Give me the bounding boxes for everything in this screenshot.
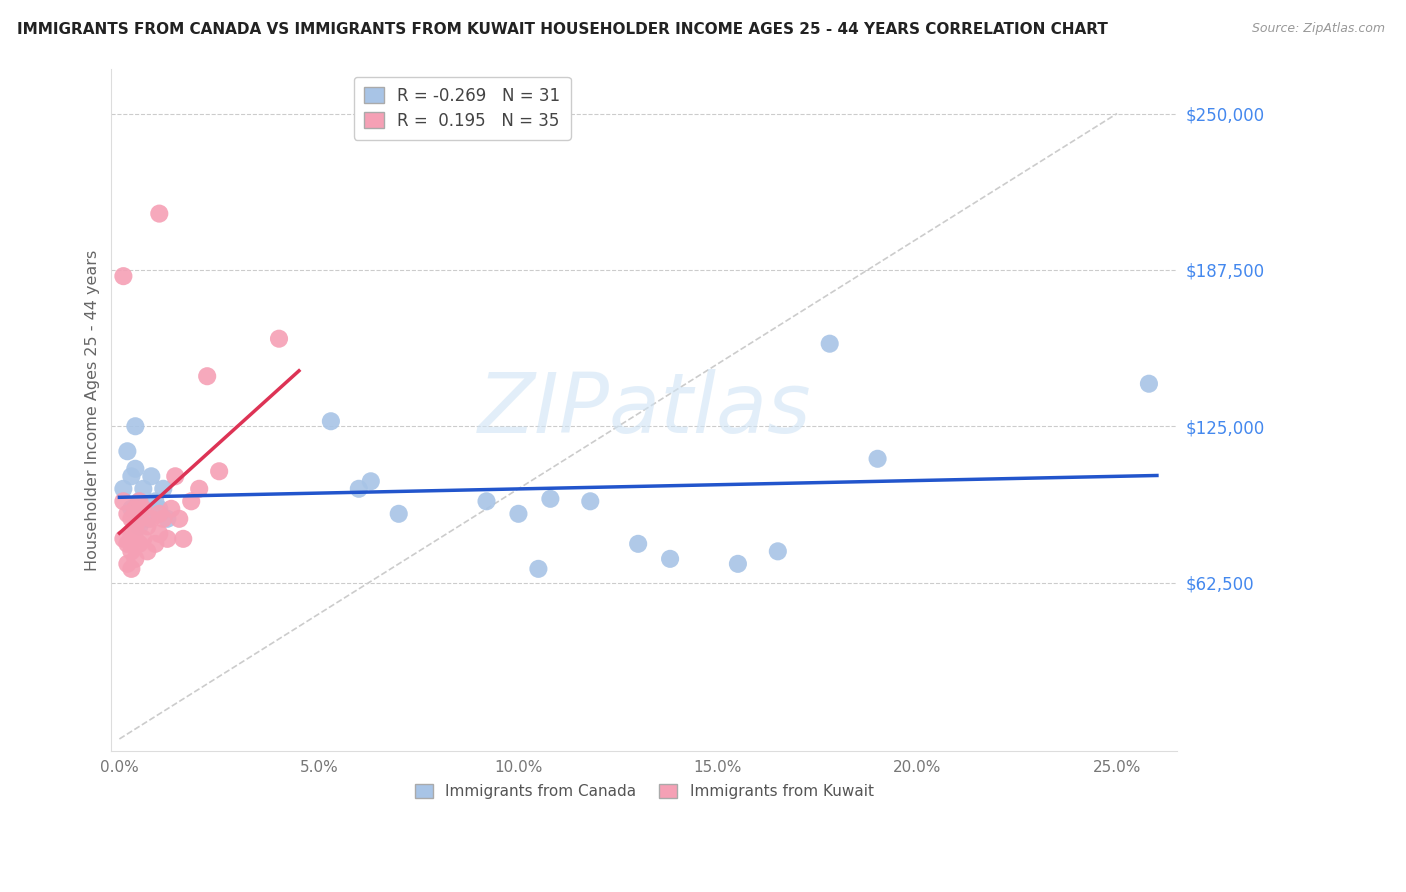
- Point: [124, 462, 146, 476]
- Point: [117, 507, 139, 521]
- Point: [132, 501, 155, 516]
- Point: [112, 269, 135, 284]
- Point: [360, 475, 382, 489]
- Point: [120, 512, 142, 526]
- Y-axis label: Householder Income Ages 25 - 44 years: Householder Income Ages 25 - 44 years: [86, 250, 100, 571]
- Point: [120, 526, 142, 541]
- Point: [538, 491, 561, 506]
- Point: [136, 512, 159, 526]
- Point: [117, 537, 139, 551]
- Text: ZIPatlas: ZIPatlas: [477, 369, 811, 450]
- Point: [818, 336, 841, 351]
- Point: [136, 519, 159, 533]
- Point: [659, 552, 682, 566]
- Point: [152, 512, 174, 526]
- Text: IMMIGRANTS FROM CANADA VS IMMIGRANTS FROM KUWAIT HOUSEHOLDER INCOME AGES 25 - 44: IMMIGRANTS FROM CANADA VS IMMIGRANTS FRO…: [17, 22, 1108, 37]
- Point: [866, 451, 889, 466]
- Point: [143, 537, 166, 551]
- Point: [128, 494, 150, 508]
- Point: [165, 469, 187, 483]
- Point: [1137, 376, 1160, 391]
- Point: [112, 482, 135, 496]
- Point: [475, 494, 498, 508]
- Point: [120, 501, 142, 516]
- Point: [128, 494, 150, 508]
- Point: [128, 537, 150, 551]
- Point: [167, 512, 190, 526]
- Point: [527, 562, 550, 576]
- Point: [195, 369, 218, 384]
- Point: [160, 501, 183, 516]
- Point: [112, 532, 135, 546]
- Point: [117, 444, 139, 458]
- Point: [128, 519, 150, 533]
- Point: [508, 507, 530, 521]
- Point: [124, 552, 146, 566]
- Point: [148, 526, 170, 541]
- Point: [172, 532, 194, 546]
- Point: [188, 482, 211, 496]
- Point: [143, 494, 166, 508]
- Point: [156, 512, 179, 526]
- Point: [124, 532, 146, 546]
- Point: [124, 501, 146, 516]
- Point: [319, 414, 342, 428]
- Point: [347, 482, 370, 496]
- Point: [727, 557, 749, 571]
- Point: [136, 544, 159, 558]
- Point: [627, 537, 650, 551]
- Point: [579, 494, 602, 508]
- Point: [388, 507, 411, 521]
- Point: [120, 544, 142, 558]
- Point: [152, 482, 174, 496]
- Text: Source: ZipAtlas.com: Source: ZipAtlas.com: [1251, 22, 1385, 36]
- Point: [148, 507, 170, 521]
- Point: [208, 464, 231, 478]
- Point: [124, 419, 146, 434]
- Point: [141, 512, 163, 526]
- Point: [124, 519, 146, 533]
- Point: [132, 532, 155, 546]
- Point: [120, 469, 142, 483]
- Point: [267, 332, 290, 346]
- Point: [141, 469, 163, 483]
- Point: [148, 206, 170, 220]
- Point: [120, 562, 142, 576]
- Point: [766, 544, 789, 558]
- Point: [132, 482, 155, 496]
- Legend: Immigrants from Canada, Immigrants from Kuwait: Immigrants from Canada, Immigrants from …: [409, 778, 880, 805]
- Point: [180, 494, 202, 508]
- Point: [117, 557, 139, 571]
- Point: [148, 501, 170, 516]
- Point: [112, 494, 135, 508]
- Point: [128, 512, 150, 526]
- Point: [156, 532, 179, 546]
